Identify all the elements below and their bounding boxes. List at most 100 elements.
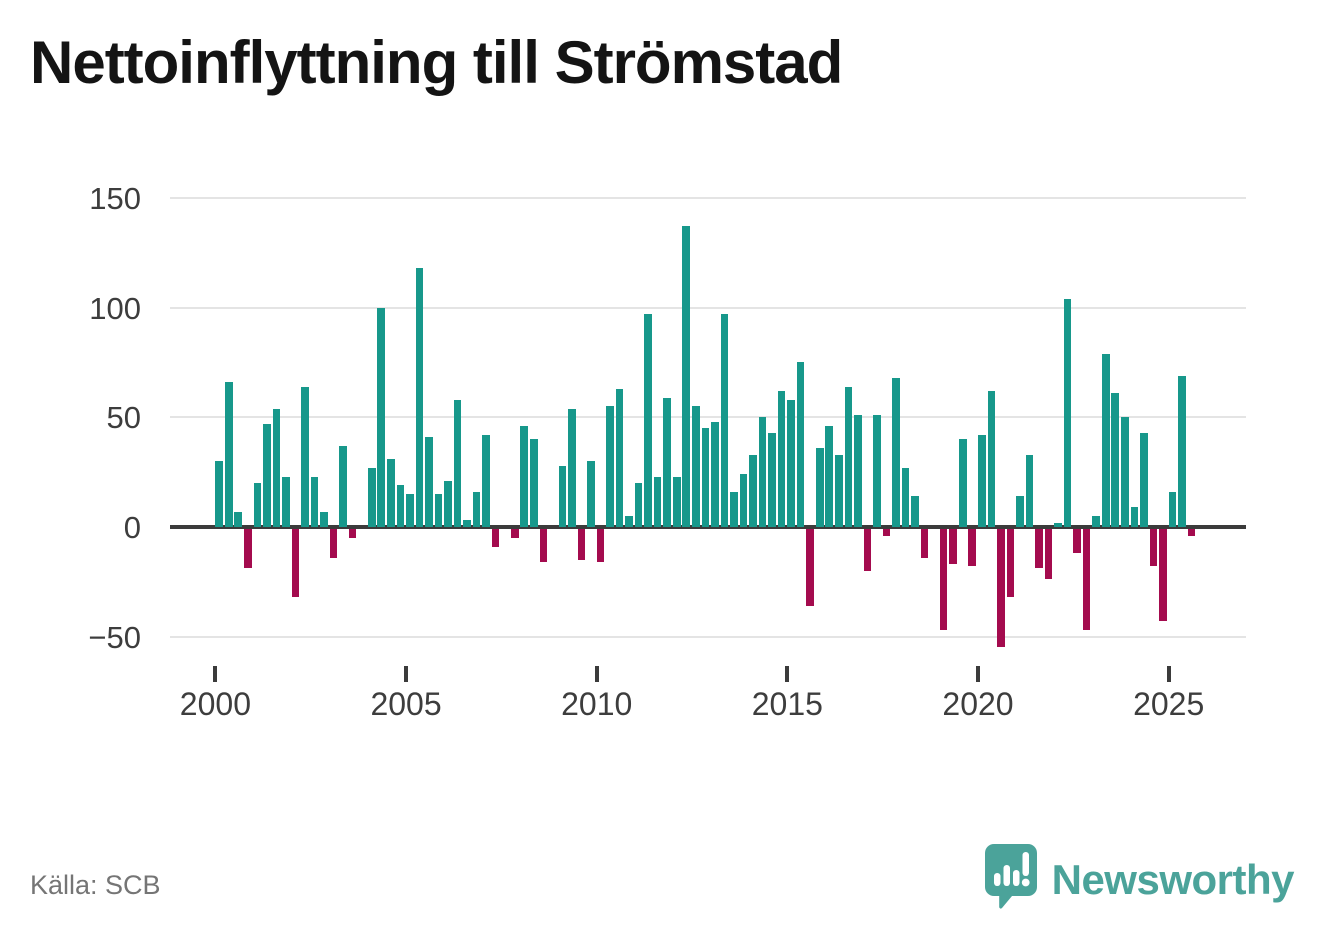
bar-2001-Q1 bbox=[253, 483, 262, 527]
bar-2012-Q2 bbox=[682, 226, 691, 527]
bar-2001-Q2 bbox=[263, 423, 271, 527]
bar-2020-Q2 bbox=[987, 390, 996, 527]
bar-2016-Q3 bbox=[844, 386, 853, 527]
bar-2017-Q3 bbox=[882, 529, 891, 536]
bar-2006-Q4 bbox=[472, 491, 481, 527]
bar-2018-Q3 bbox=[920, 529, 929, 558]
x-axis-tick-2015 bbox=[785, 666, 790, 682]
bar-2003-Q1 bbox=[329, 529, 338, 558]
bar-2018-Q2 bbox=[911, 496, 919, 527]
bar-2002-Q2 bbox=[301, 386, 309, 527]
bar-2021-Q3 bbox=[1035, 529, 1043, 569]
brand-logo: Newsworthy bbox=[984, 843, 1295, 916]
bar-2014-Q1 bbox=[749, 454, 757, 527]
bar-2006-Q3 bbox=[463, 520, 471, 527]
bar-2010-Q4 bbox=[625, 516, 633, 527]
x-axis-label-2020: 2020 bbox=[942, 686, 1014, 722]
brand-wordmark: Newsworthy bbox=[1051, 855, 1295, 903]
bar-2019-Q1 bbox=[939, 529, 948, 630]
bar-2017-Q4 bbox=[892, 377, 900, 527]
bar-2017-Q2 bbox=[873, 415, 881, 527]
chart-title: Nettoinflyttning till Strömstad bbox=[30, 29, 843, 96]
bar-2006-Q2 bbox=[453, 399, 462, 527]
x-axis-tick-2025 bbox=[1166, 666, 1171, 682]
bar-2005-Q2 bbox=[415, 268, 424, 527]
bar-2024-Q4 bbox=[1159, 529, 1167, 622]
bar-2013-Q1 bbox=[711, 421, 719, 527]
bar-2022-Q3 bbox=[1073, 529, 1081, 554]
bar-2002-Q1 bbox=[291, 529, 300, 597]
bar-2015-Q4 bbox=[815, 448, 824, 527]
bar-2009-Q3 bbox=[577, 529, 586, 560]
y-axis-label-100: 100 bbox=[89, 290, 141, 326]
x-axis-label-2010: 2010 bbox=[561, 686, 633, 722]
bar-2013-Q2 bbox=[720, 314, 729, 527]
gridline-y-50 bbox=[170, 635, 1246, 638]
bar-2018-Q1 bbox=[901, 467, 910, 527]
bar-2021-Q1 bbox=[1016, 496, 1024, 527]
bar-2022-Q1 bbox=[1054, 522, 1062, 527]
bar-2020-Q1 bbox=[978, 434, 986, 527]
newsworthy-logo-icon bbox=[984, 843, 1038, 916]
bar-2009-Q1 bbox=[558, 465, 567, 527]
bar-2014-Q2 bbox=[758, 417, 767, 527]
bar-2000-Q1 bbox=[215, 461, 223, 527]
bar-2005-Q4 bbox=[434, 494, 443, 527]
bar-2011-Q3 bbox=[653, 476, 662, 527]
bar-2021-Q4 bbox=[1044, 529, 1053, 580]
bar-2008-Q1 bbox=[520, 426, 529, 527]
bar-2024-Q3 bbox=[1149, 529, 1158, 567]
x-axis-label-2005: 2005 bbox=[370, 686, 442, 722]
bar-2024-Q2 bbox=[1140, 432, 1148, 527]
x-axis-tick-2005 bbox=[404, 666, 409, 682]
bar-2024-Q1 bbox=[1130, 507, 1139, 527]
bar-2015-Q1 bbox=[787, 399, 795, 527]
bar-2008-Q2 bbox=[529, 439, 538, 527]
bar-2010-Q1 bbox=[596, 529, 605, 562]
x-axis-label-2000: 2000 bbox=[179, 686, 251, 722]
bar-2014-Q4 bbox=[777, 390, 786, 527]
bar-2003-Q3 bbox=[348, 529, 357, 538]
bar-2012-Q3 bbox=[692, 406, 700, 527]
bar-2000-Q3 bbox=[234, 511, 243, 527]
y-axis-label-0: 0 bbox=[123, 510, 141, 545]
bar-2015-Q3 bbox=[806, 529, 814, 606]
bar-2012-Q4 bbox=[701, 428, 710, 527]
bar-2000-Q4 bbox=[243, 529, 252, 569]
bar-2010-Q3 bbox=[615, 388, 624, 527]
bar-2003-Q2 bbox=[339, 445, 347, 527]
bar-2001-Q4 bbox=[282, 476, 290, 527]
bar-2001-Q3 bbox=[272, 408, 281, 527]
bar-2011-Q2 bbox=[644, 314, 652, 527]
bar-2013-Q4 bbox=[739, 474, 748, 527]
zero-axis-line bbox=[170, 525, 1246, 529]
bar-2007-Q1 bbox=[482, 434, 490, 527]
bar-2019-Q3 bbox=[958, 439, 967, 527]
bar-2011-Q1 bbox=[634, 483, 643, 527]
bar-2021-Q2 bbox=[1025, 454, 1034, 527]
bar-2019-Q4 bbox=[968, 529, 977, 567]
bar-2025-Q3 bbox=[1187, 529, 1196, 536]
bar-2010-Q2 bbox=[606, 406, 614, 527]
x-axis-label-2015: 2015 bbox=[751, 686, 823, 722]
bar-2023-Q4 bbox=[1120, 417, 1129, 527]
bar-2013-Q3 bbox=[730, 491, 738, 527]
bar-2002-Q4 bbox=[320, 511, 328, 527]
bar-2006-Q1 bbox=[444, 480, 452, 527]
bar-2022-Q2 bbox=[1063, 298, 1072, 527]
gridline-y100 bbox=[170, 306, 1246, 309]
bar-2009-Q2 bbox=[568, 408, 576, 527]
bar-2020-Q3 bbox=[997, 529, 1005, 648]
bar-2000-Q2 bbox=[224, 382, 233, 527]
x-axis-tick-2010 bbox=[594, 666, 599, 682]
bar-2009-Q4 bbox=[587, 461, 595, 527]
y-axis-label-150: 150 bbox=[89, 180, 141, 216]
bar-2025-Q1 bbox=[1168, 491, 1177, 527]
x-axis-tick-2000 bbox=[213, 666, 218, 682]
x-axis-tick-2020 bbox=[976, 666, 980, 682]
bar-2004-Q4 bbox=[396, 485, 405, 527]
bar-2019-Q2 bbox=[949, 529, 957, 565]
bar-2011-Q4 bbox=[663, 397, 672, 527]
